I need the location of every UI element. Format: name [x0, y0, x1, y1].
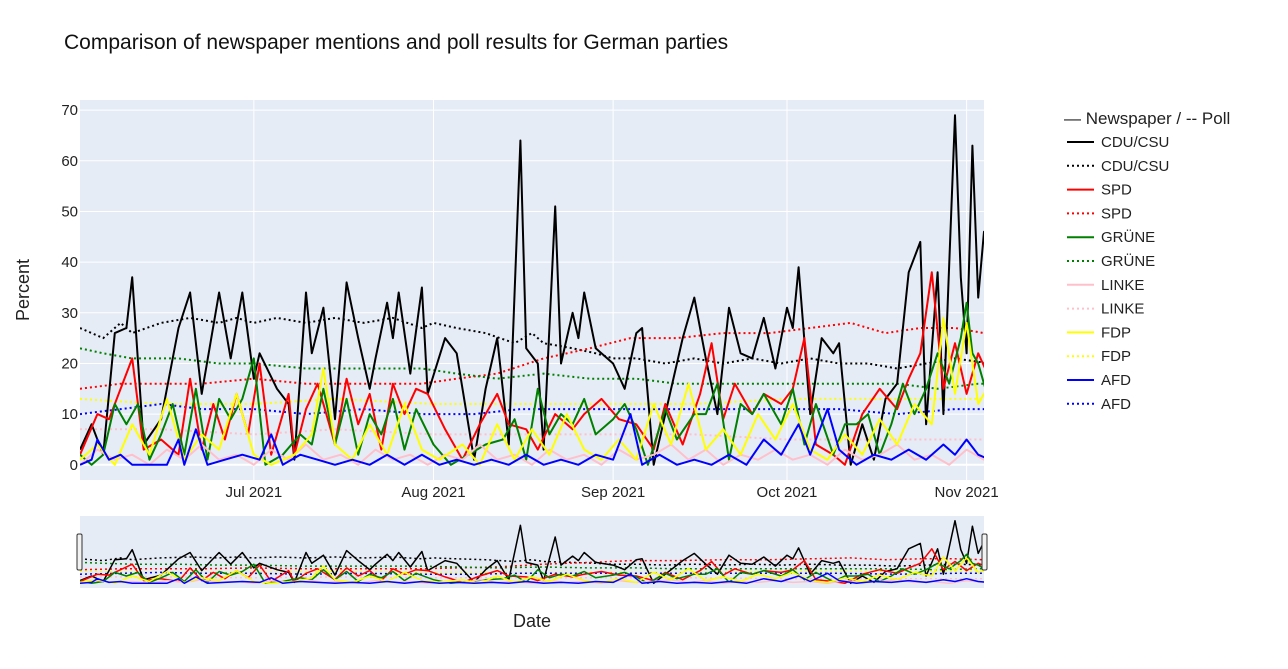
series-linke-newspaper-line — [80, 443, 984, 466]
series-spd-poll-line — [80, 321, 984, 390]
y-tick-label: 20 — [61, 355, 78, 372]
legend-item-label[interactable]: SPD — [1101, 182, 1132, 199]
y-axis-title: Percent — [13, 259, 33, 321]
legend-item-label[interactable]: CDU/CSU — [1101, 158, 1169, 175]
x-tick-label: Oct 2021 — [757, 484, 818, 501]
x-tick-label: Aug 2021 — [401, 484, 465, 501]
y-tick-label: 50 — [61, 203, 78, 220]
y-tick-label: 0 — [70, 457, 78, 474]
y-tick-label: 40 — [61, 254, 78, 271]
series-lines — [80, 114, 984, 466]
range-slider-lines — [80, 519, 984, 585]
legend-item-label[interactable]: AFD — [1101, 396, 1131, 413]
range-slider-right-handle[interactable] — [981, 533, 988, 571]
y-tick-label: 30 — [61, 305, 78, 322]
chart-title: Comparison of newspaper mentions and pol… — [64, 31, 728, 54]
legend-title: — Newspaper / -- Poll — [1064, 109, 1230, 128]
series-cdu-csu-poll-line — [80, 316, 984, 370]
legend-item-label[interactable]: FDP — [1101, 348, 1131, 365]
series-cdu-csu-newspaper-slider-line — [80, 519, 984, 585]
y-axis-ticks: 0 10 20 30 40 50 60 70 — [61, 102, 78, 474]
series-spd-poll-slider-line — [80, 557, 984, 571]
series-gr-ne-newspaper-line — [80, 301, 984, 466]
x-axis-ticks: Jul 2021 Aug 2021 Sep 2021 Oct 2021 Nov 2021 — [225, 484, 998, 501]
legend-item-label[interactable]: GRÜNE — [1101, 252, 1155, 270]
legend-item-label[interactable]: LINKE — [1101, 277, 1144, 294]
y-tick-label: 70 — [61, 102, 78, 119]
range-slider-left-handle[interactable] — [76, 533, 83, 571]
legend-item-label[interactable]: FDP — [1101, 324, 1131, 341]
legend-item-label[interactable]: CDU/CSU — [1101, 134, 1169, 151]
series-fdp-newspaper-line — [80, 316, 984, 466]
y-tick-label: 60 — [61, 153, 78, 170]
legend-item-label[interactable]: GRÜNE — [1101, 228, 1155, 246]
series-gr-ne-poll-slider-line — [80, 561, 984, 571]
series-cdu-csu-newspaper-line — [80, 114, 984, 466]
legend-item-label[interactable]: SPD — [1101, 205, 1132, 222]
series-afd-newspaper-slider-line — [80, 572, 984, 585]
x-tick-label: Nov 2021 — [935, 484, 999, 501]
series-afd-poll-slider-line — [80, 571, 984, 575]
x-tick-label: Jul 2021 — [225, 484, 282, 501]
y-tick-label: 10 — [61, 406, 78, 423]
x-axis-title: Date — [513, 611, 551, 631]
series-afd-newspaper-line — [80, 408, 984, 466]
legend: CDU/CSU CDU/CSU SPD SPD GRÜNE GRÜNE LINKE LINKE… — [1067, 134, 1169, 413]
series-gr-ne-newspaper-slider-line — [80, 553, 984, 585]
x-tick-label: Sep 2021 — [581, 484, 645, 501]
legend-item-label[interactable]: AFD — [1101, 372, 1131, 389]
legend-item-label[interactable]: LINKE — [1101, 301, 1144, 318]
